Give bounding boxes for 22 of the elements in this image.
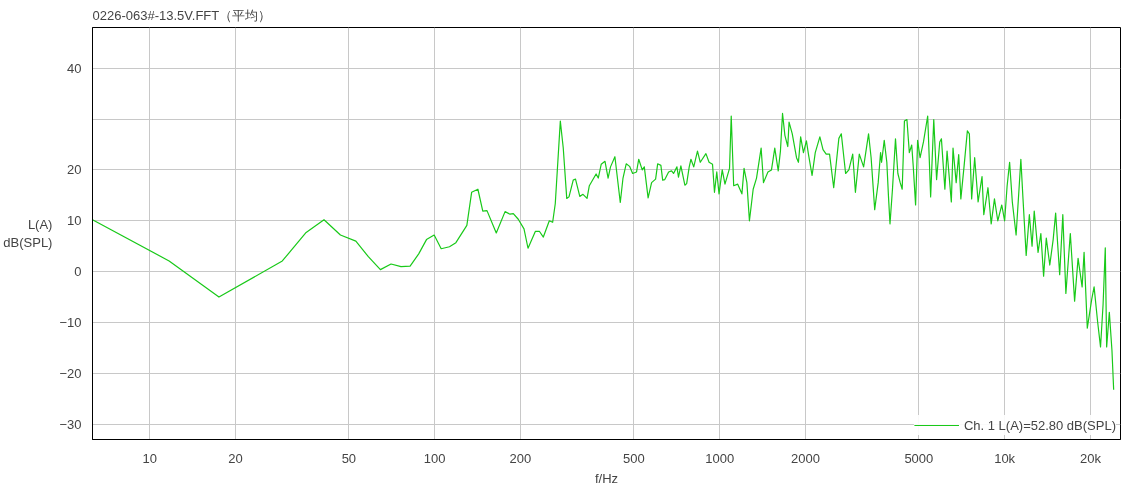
x-tick-label: 20 [228, 450, 243, 466]
x-tick-label: 10 [142, 450, 157, 466]
x-tick-label: 100 [423, 450, 446, 466]
x-tick-label: 10k [994, 450, 1016, 466]
x-tick-label: 500 [623, 450, 645, 466]
y-tick-label: −30 [59, 416, 82, 432]
legend-label: Ch. 1 L(A)=52.80 dB(SPL) [963, 417, 1116, 433]
x-tick-label: 2000 [790, 450, 820, 466]
y-tick-label: 40 [67, 60, 82, 76]
y-tick-label: 10 [67, 213, 82, 229]
x-tick-label: 200 [509, 450, 532, 466]
x-tick-label: 20k [1079, 450, 1102, 466]
y-tick-label: −20 [59, 365, 82, 381]
x-tick-label: 1000 [705, 450, 735, 466]
x-tick-label: 5000 [904, 450, 934, 466]
x-axis-title: f/Hz [594, 470, 619, 486]
y-axis-title: L(A) dB(SPL) [3, 217, 53, 250]
x-tick-label: 50 [341, 450, 357, 466]
y-tick-label: 20 [67, 162, 82, 178]
chart-title: 0226-063#-13.5V.FFT（平均） [92, 7, 272, 23]
y-tick-label: −10 [59, 315, 82, 331]
y-tick-label: 0 [74, 264, 82, 280]
